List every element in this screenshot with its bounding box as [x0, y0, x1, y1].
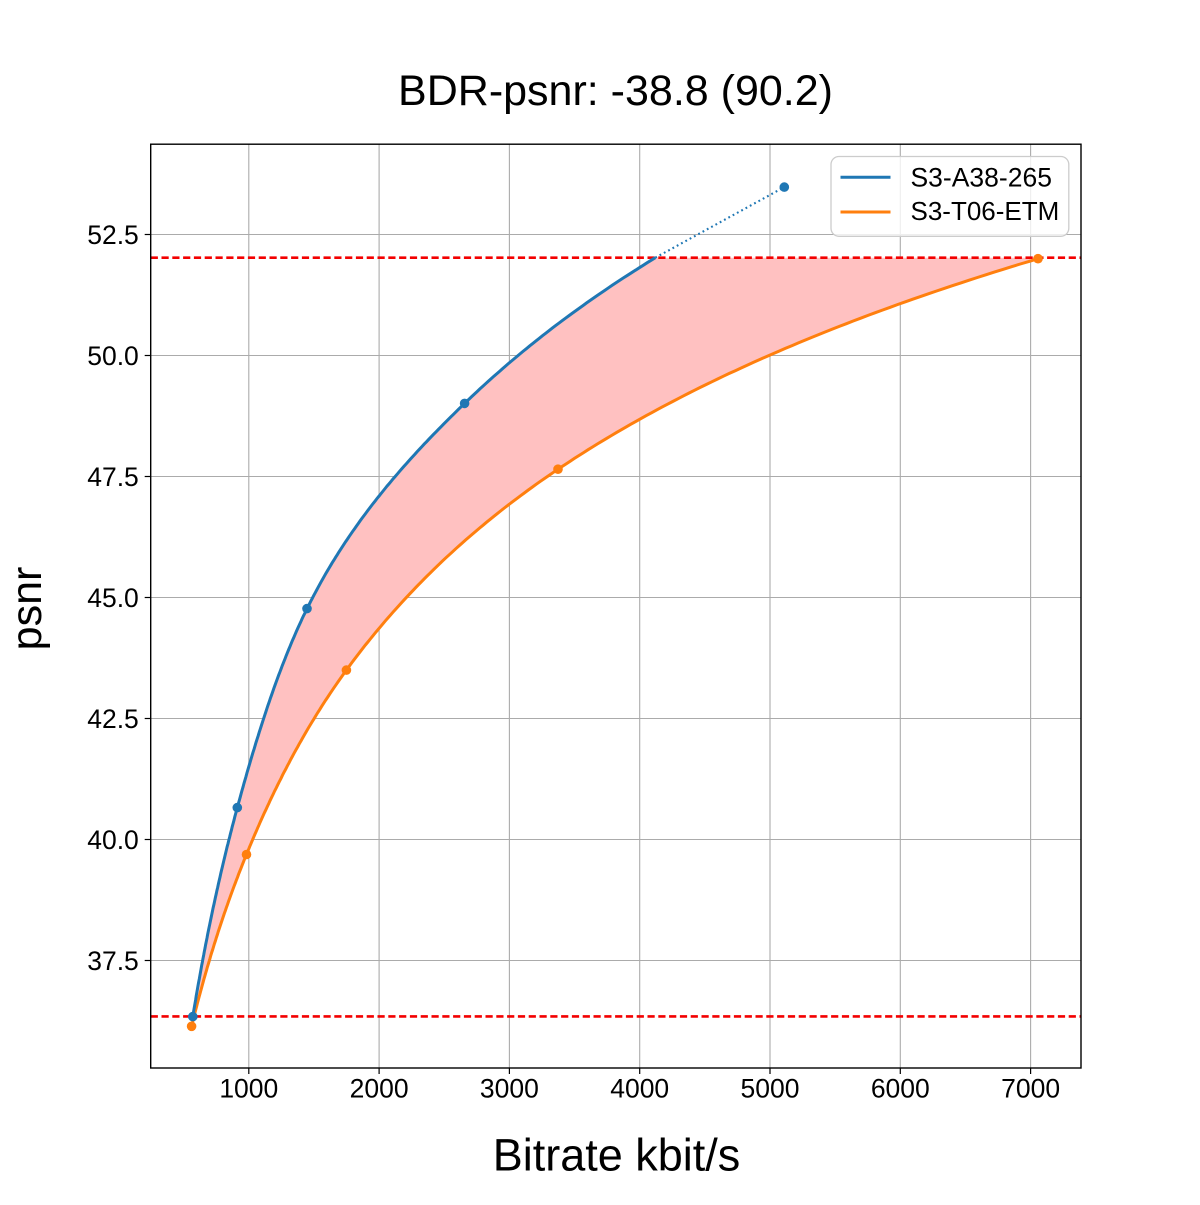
svg-text:1000: 1000 — [219, 1074, 278, 1104]
svg-text:2000: 2000 — [350, 1074, 409, 1104]
svg-text:45.0: 45.0 — [87, 583, 139, 613]
svg-text:3000: 3000 — [480, 1074, 539, 1104]
svg-text:6000: 6000 — [871, 1074, 930, 1104]
svg-text:50.0: 50.0 — [87, 341, 139, 371]
svg-text:S3-T06-ETM: S3-T06-ETM — [911, 196, 1060, 226]
svg-text:40.0: 40.0 — [87, 825, 139, 855]
svg-text:42.5: 42.5 — [87, 704, 139, 734]
svg-text:4000: 4000 — [610, 1074, 669, 1104]
svg-text:Bitrate kbit/s: Bitrate kbit/s — [493, 1130, 741, 1181]
svg-text:7000: 7000 — [1001, 1074, 1060, 1104]
svg-text:psnr: psnr — [3, 567, 51, 651]
svg-text:47.5: 47.5 — [87, 462, 139, 492]
svg-text:37.5: 37.5 — [87, 946, 139, 976]
svg-text:S3-A38-265: S3-A38-265 — [911, 162, 1052, 192]
svg-text:52.5: 52.5 — [87, 220, 139, 250]
svg-text:BDR-psnr: -38.8 (90.2): BDR-psnr: -38.8 (90.2) — [398, 67, 833, 115]
svg-text:5000: 5000 — [741, 1074, 800, 1104]
